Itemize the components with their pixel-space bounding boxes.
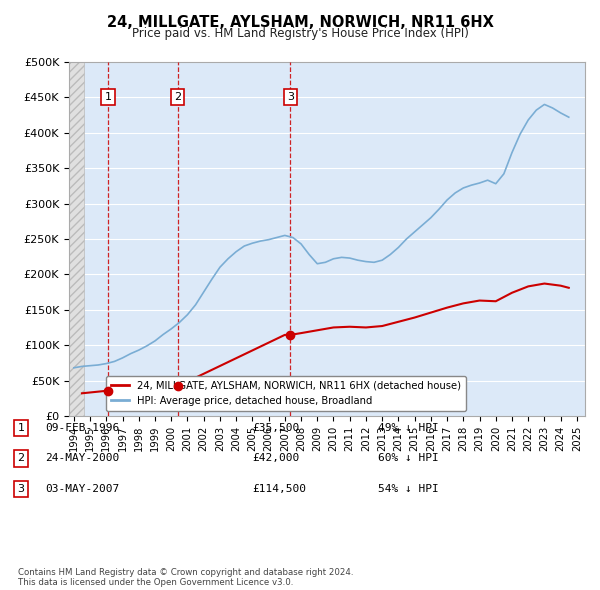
Text: £114,500: £114,500 [252, 484, 306, 494]
Text: 1: 1 [104, 93, 112, 102]
Text: 49% ↓ HPI: 49% ↓ HPI [378, 423, 439, 432]
Text: 24-MAY-2000: 24-MAY-2000 [45, 454, 119, 463]
Text: Contains HM Land Registry data © Crown copyright and database right 2024.
This d: Contains HM Land Registry data © Crown c… [18, 568, 353, 587]
Text: 54% ↓ HPI: 54% ↓ HPI [378, 484, 439, 494]
Text: 3: 3 [287, 93, 294, 102]
Text: 1: 1 [17, 423, 25, 432]
Text: 3: 3 [17, 484, 25, 494]
Text: 2: 2 [17, 454, 25, 463]
Text: 03-MAY-2007: 03-MAY-2007 [45, 484, 119, 494]
Legend: 24, MILLGATE, AYLSHAM, NORWICH, NR11 6HX (detached house), HPI: Average price, d: 24, MILLGATE, AYLSHAM, NORWICH, NR11 6HX… [106, 376, 466, 411]
Text: £42,000: £42,000 [252, 454, 299, 463]
Text: 60% ↓ HPI: 60% ↓ HPI [378, 454, 439, 463]
Text: 09-FEB-1996: 09-FEB-1996 [45, 423, 119, 432]
Text: Price paid vs. HM Land Registry's House Price Index (HPI): Price paid vs. HM Land Registry's House … [131, 27, 469, 40]
Text: £35,500: £35,500 [252, 423, 299, 432]
Text: 24, MILLGATE, AYLSHAM, NORWICH, NR11 6HX: 24, MILLGATE, AYLSHAM, NORWICH, NR11 6HX [107, 15, 493, 30]
Text: 2: 2 [174, 93, 181, 102]
Bar [69, 62, 83, 416]
